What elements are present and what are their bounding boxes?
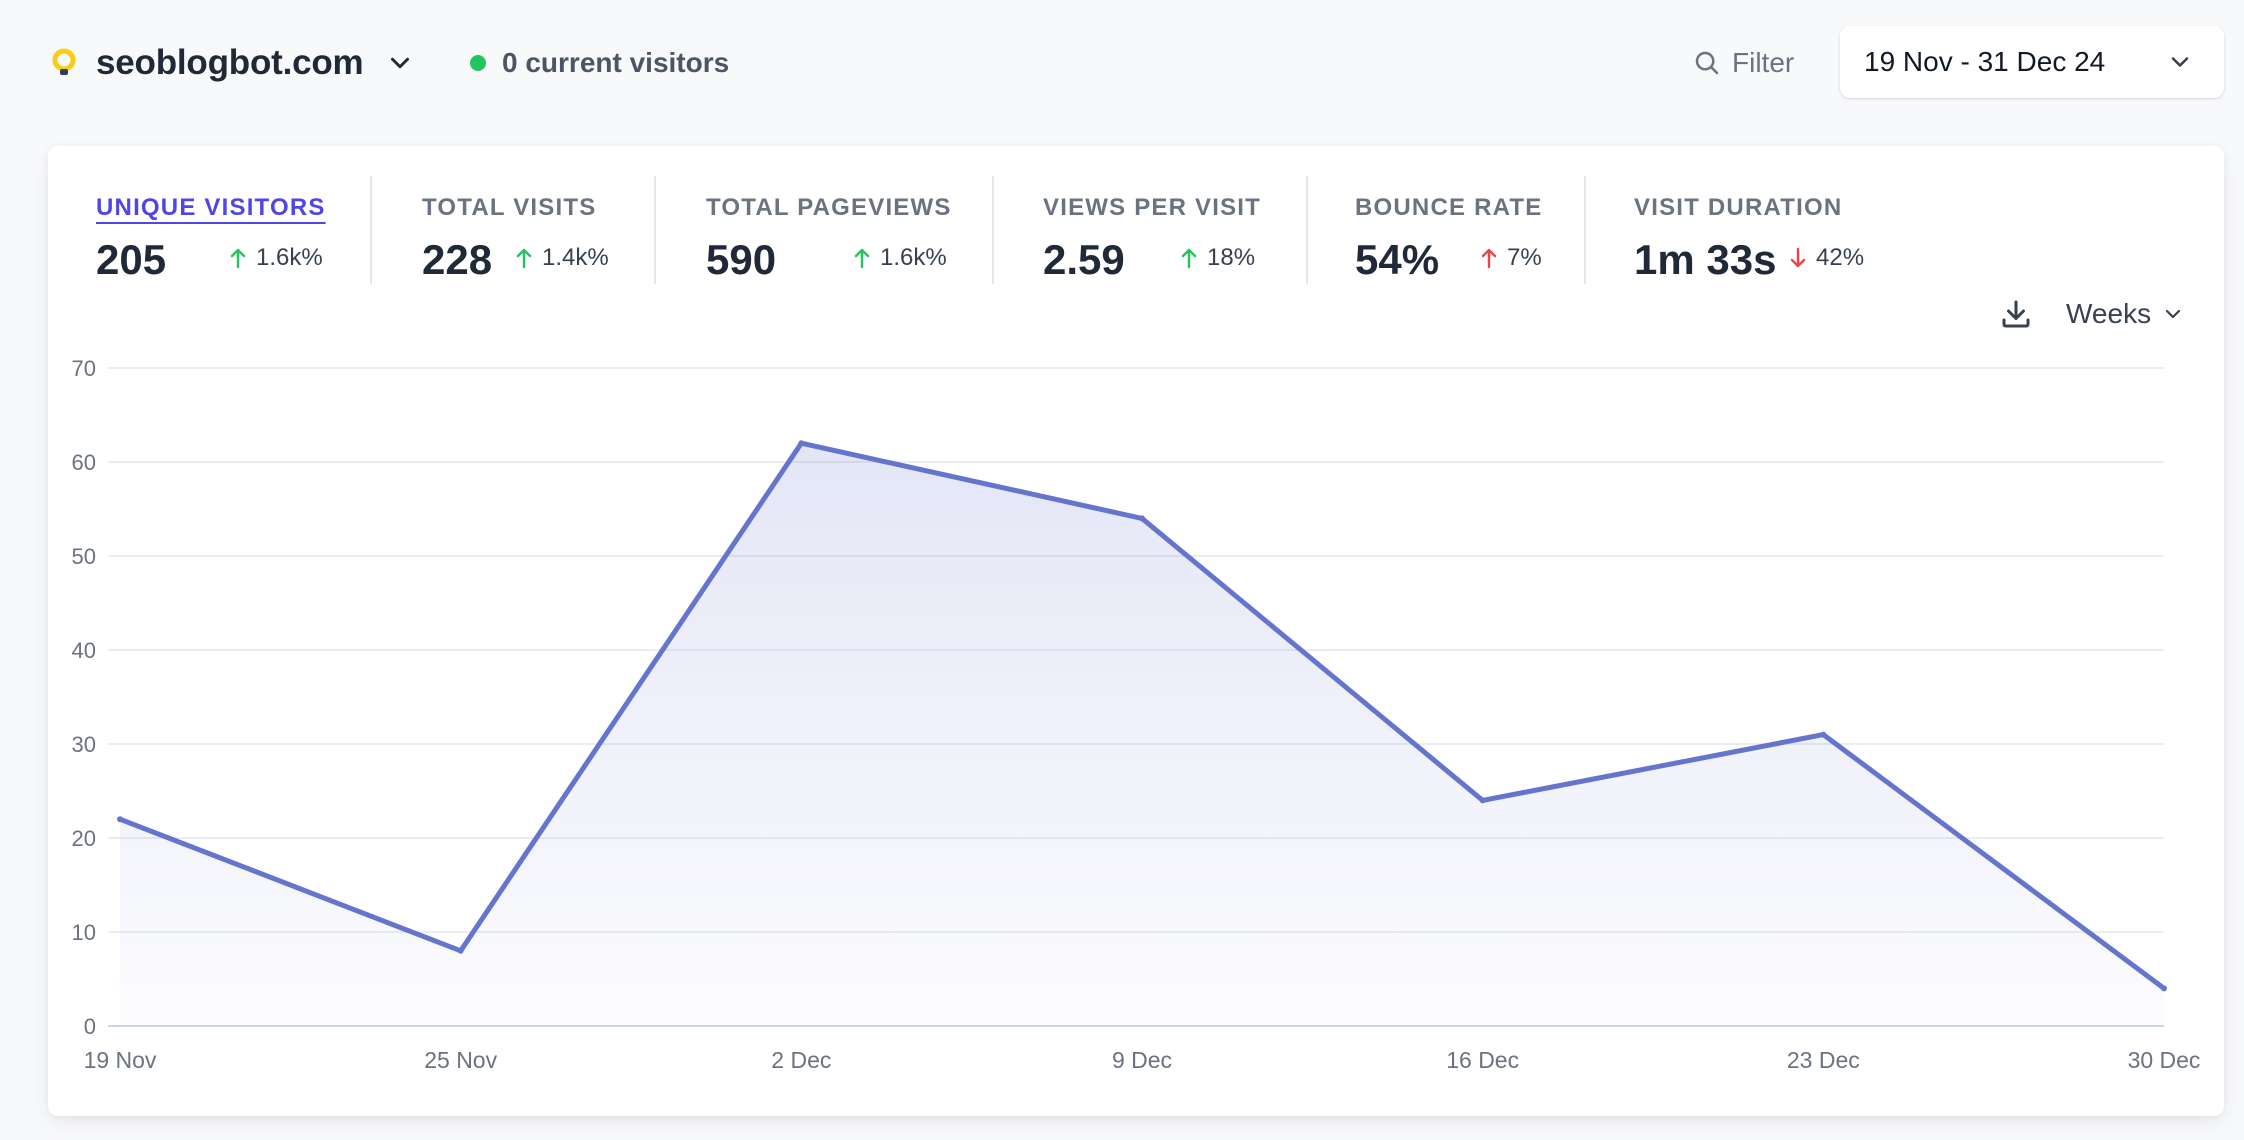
data-point[interactable] <box>1139 515 1145 522</box>
metric-change-value: 7% <box>1507 244 1542 271</box>
metric-label: UNIQUE VISITORS <box>96 194 326 221</box>
interval-selector[interactable]: Weeks <box>2066 296 2185 332</box>
arrow-up-icon <box>1481 248 1497 269</box>
metric-label: BOUNCE RATE <box>1355 194 1543 221</box>
x-tick-label: 19 Nov <box>84 1047 157 1073</box>
metric-total-visits[interactable]: TOTAL VISITS 228 1.4k% <box>422 176 662 286</box>
y-tick-label: 30 <box>72 732 96 757</box>
metric-bounce-rate[interactable]: BOUNCE RATE 54% 7% <box>1355 176 1595 286</box>
arrow-up-icon <box>516 248 532 269</box>
metric-value: 590 <box>706 236 777 283</box>
y-tick-label: 60 <box>72 450 96 475</box>
data-point[interactable] <box>2161 985 2167 992</box>
metric-label: TOTAL PAGEVIEWS <box>706 194 952 221</box>
arrow-up-icon <box>230 248 246 269</box>
metric-change: 1.4k% <box>514 244 609 272</box>
metric-visit-duration[interactable]: VISIT DURATION 1m 33s 42% <box>1634 176 1934 286</box>
current-visitors[interactable]: 0 current visitors <box>470 38 729 88</box>
metric-change-value: 1.6k% <box>256 244 323 271</box>
metric-divider <box>370 176 372 284</box>
top-bar: seoblogbot.com 0 current visitors Filter… <box>0 0 2244 130</box>
metric-divider <box>654 176 656 284</box>
metric-change-value: 1.4k% <box>542 244 609 271</box>
metric-total-pageviews[interactable]: TOTAL PAGEVIEWS 590 1.6k% <box>706 176 1006 286</box>
chevron-down-icon <box>2165 309 2181 319</box>
lightbulb-icon <box>52 48 76 75</box>
series-area <box>120 443 2164 1026</box>
x-tick-label: 16 Dec <box>1446 1047 1519 1073</box>
date-range-text: 19 Nov - 31 Dec 24 <box>1864 46 2106 77</box>
arrow-up-icon <box>854 248 870 269</box>
chevron-down-icon[interactable] <box>385 48 415 78</box>
filter-label: Filter <box>1732 47 1795 78</box>
y-tick-label: 20 <box>72 826 96 851</box>
metric-divider <box>1584 176 1586 284</box>
metric-value: 2.59 <box>1043 236 1125 283</box>
metric-label: VIEWS PER VISIT <box>1043 194 1262 221</box>
site-switcher[interactable]: seoblogbot.com <box>48 38 415 88</box>
metric-views-per-visit[interactable]: VIEWS PER VISIT 2.59 18% <box>1043 176 1333 286</box>
data-point[interactable] <box>798 440 805 447</box>
metric-change-value: 42% <box>1816 244 1865 271</box>
metric-change-value: 1.6k% <box>880 244 947 271</box>
metric-value: 54% <box>1355 236 1440 283</box>
metric-value: 205 <box>96 236 167 283</box>
metric-unique-visitors[interactable]: UNIQUE VISITORS 205 1.6k% <box>96 176 376 286</box>
x-tick-label: 30 Dec <box>2128 1047 2201 1073</box>
x-tick-label: 9 Dec <box>1112 1047 1172 1073</box>
interval-label: Weeks <box>2066 298 2152 329</box>
metric-change: 1.6k% <box>228 244 323 272</box>
arrow-down-icon <box>1790 247 1806 268</box>
data-point[interactable] <box>117 816 123 823</box>
metric-change: 18% <box>1179 244 1255 272</box>
y-tick-label: 0 <box>84 1014 96 1039</box>
data-point[interactable] <box>1820 731 1827 738</box>
metric-divider <box>992 176 994 284</box>
visitors-chart: 0 10 20 30 40 50 60 70 19 Nov 25 Nov 2 Dec 9 Dec 16… <box>72 356 2201 1073</box>
y-tick-label: 10 <box>72 920 96 945</box>
metric-change: 7% <box>1479 244 1542 272</box>
metric-divider <box>1306 176 1308 284</box>
data-point[interactable] <box>1479 797 1486 804</box>
metric-label: VISIT DURATION <box>1634 194 1843 221</box>
live-dot-icon <box>470 55 486 71</box>
stats-card: UNIQUE VISITORS 205 1.6k% TOTAL VISITS 2… <box>48 146 2224 1116</box>
arrow-up-icon <box>1181 248 1197 269</box>
metric-label: TOTAL VISITS <box>422 194 597 221</box>
metric-change-value: 18% <box>1207 244 1256 271</box>
y-tick-label: 40 <box>72 638 96 663</box>
site-name: seoblogbot.com <box>96 43 364 82</box>
y-tick-label: 50 <box>72 544 96 569</box>
metric-value: 1m 33s <box>1634 236 1777 283</box>
filter-button[interactable]: Filter <box>1692 38 1794 88</box>
metric-value: 228 <box>422 236 493 283</box>
x-tick-label: 25 Nov <box>424 1047 497 1073</box>
x-tick-label: 2 Dec <box>771 1047 831 1073</box>
y-tick-label: 70 <box>72 356 96 381</box>
current-visitors-text: 0 current visitors <box>502 47 730 78</box>
x-tick-label: 23 Dec <box>1787 1047 1860 1073</box>
search-icon <box>1695 51 1719 75</box>
data-point[interactable] <box>457 947 464 954</box>
chevron-down-icon <box>2171 57 2189 67</box>
metric-change: 42% <box>1788 244 1864 272</box>
date-range-picker[interactable]: 19 Nov - 31 Dec 24 <box>1840 26 2224 98</box>
metric-change: 1.6k% <box>852 244 947 272</box>
download-icon[interactable] <box>1998 296 2034 332</box>
